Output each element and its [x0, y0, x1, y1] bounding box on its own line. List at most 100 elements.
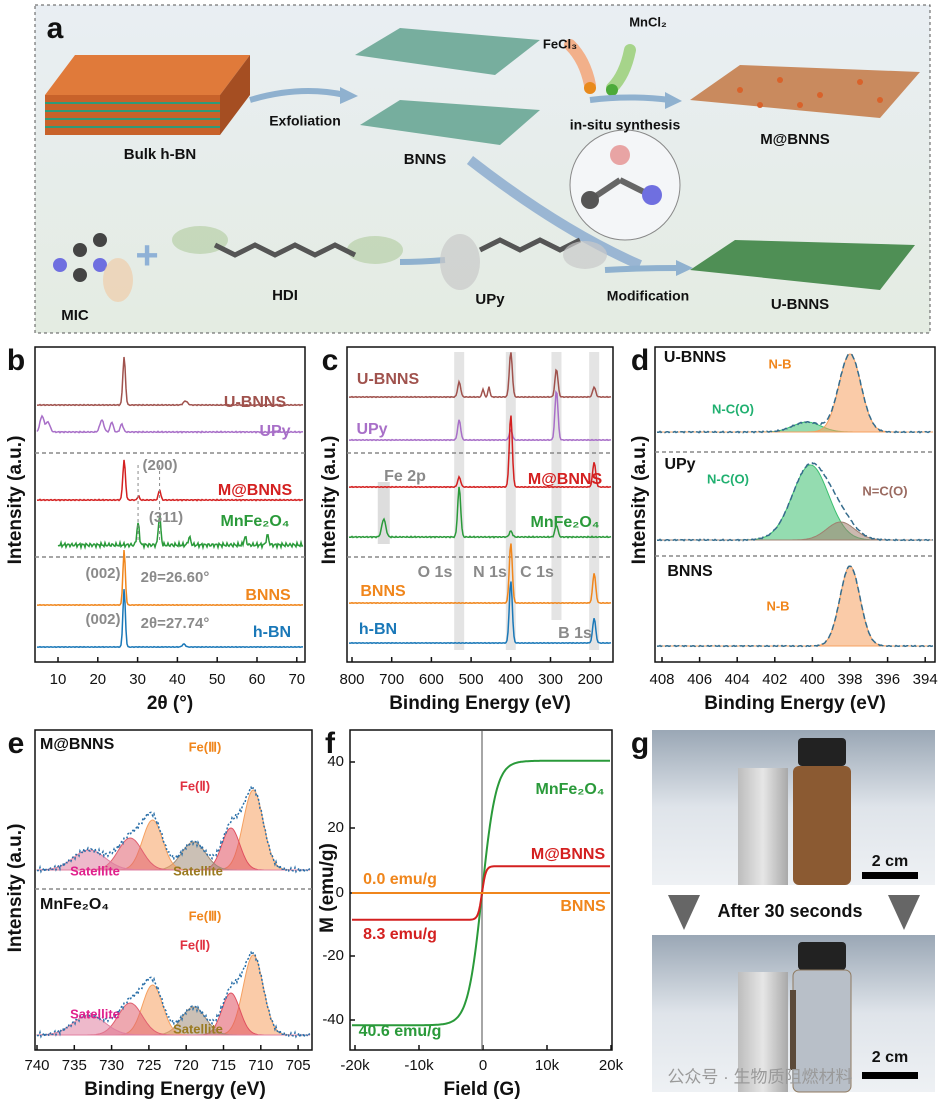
peak-band — [454, 352, 465, 650]
down-arrow — [888, 895, 920, 930]
x-tick-label: 404 — [725, 671, 750, 688]
x-tick-label: 500 — [459, 671, 484, 688]
x-axis-label: Binding Energy (eV) — [704, 693, 886, 714]
watermark: 公众号 · 生物质阻燃材料 — [667, 1067, 852, 1086]
trace-label: BNNS — [360, 583, 406, 600]
caption-band — [652, 885, 935, 935]
sample-label: MIC — [61, 307, 89, 324]
x-axis-label: Binding Energy (eV) — [389, 693, 571, 714]
scale-bar — [862, 872, 918, 879]
y-axis-label: Intensity (a.u.) — [319, 436, 340, 565]
envelope — [656, 462, 934, 542]
annotation: 8.3 emu/g — [363, 926, 437, 943]
mic-molecule — [53, 233, 107, 282]
plot-frame — [349, 729, 613, 1051]
annotation: N-B — [766, 598, 789, 613]
spectrum — [349, 415, 612, 489]
panel-label: g — [631, 727, 649, 760]
vial-brown — [793, 766, 851, 885]
x-tick-label: 50 — [209, 671, 226, 688]
sample-label: MnFe₂O₄ — [40, 896, 109, 913]
scale-bar — [862, 1072, 918, 1079]
x-tick-label: 300 — [538, 671, 563, 688]
plot-frame — [34, 729, 313, 1051]
x-tick-label: 720 — [174, 1057, 199, 1074]
x-tick-label: 705 — [286, 1057, 311, 1074]
annotation: Satellite — [173, 1021, 223, 1036]
caption: After 30 seconds — [717, 901, 862, 921]
annotation: 40.6 emu/g — [359, 1023, 442, 1040]
annotation: N 1s — [473, 564, 507, 581]
x-tick-label: 800 — [339, 671, 364, 688]
plus: + — [135, 234, 158, 278]
y-tick-label: -40 — [322, 1011, 344, 1028]
trace-label: h-BN — [253, 624, 291, 641]
plot-frame — [34, 346, 306, 663]
spectrum — [36, 414, 304, 434]
x-tick-label: 406 — [687, 671, 712, 688]
arrow-head — [676, 260, 693, 276]
step-label: Exfoliation — [269, 113, 341, 129]
x-tick-label: 740 — [24, 1057, 49, 1074]
annotation: 0.0 emu/g — [363, 871, 437, 888]
hysteresis-curve — [352, 865, 610, 921]
molecule — [581, 145, 662, 209]
x-tick-label: 40 — [169, 671, 186, 688]
annotation: (002) — [85, 611, 120, 628]
spectrum — [57, 514, 304, 551]
annotation: B 1s — [558, 625, 592, 642]
envelope — [656, 353, 934, 434]
spectrum — [37, 589, 303, 649]
sample-label: BNNS — [667, 563, 713, 580]
x-tick-label: 20k — [599, 1057, 624, 1074]
reagent-label: FeCl₃ — [543, 36, 577, 51]
spectrum — [349, 543, 612, 605]
annotation: N-C(O) — [707, 471, 749, 486]
mbnns-particles — [737, 77, 883, 108]
spectrum — [37, 550, 303, 607]
trace-label: UPy — [259, 423, 290, 440]
trace-label: BNNS — [245, 587, 291, 604]
x-tick-label: 10k — [535, 1057, 560, 1074]
x-tick-label: 600 — [419, 671, 444, 688]
bnns-sheets — [355, 28, 540, 145]
attracted-particles — [790, 990, 796, 1070]
trace-label: M@BNNS — [531, 846, 606, 863]
hdi-chain — [172, 226, 403, 264]
y-tick-label: -20 — [322, 947, 344, 964]
raw-data — [36, 950, 311, 1040]
fecl3-tube — [564, 39, 596, 91]
x-tick-label: 400 — [498, 671, 523, 688]
x-tick-label: 70 — [288, 671, 305, 688]
y-tick-label: 40 — [327, 753, 344, 770]
arrow-head — [665, 92, 682, 109]
x-tick-label: 30 — [129, 671, 146, 688]
annotation: Fe(Ⅱ) — [180, 778, 210, 793]
magnet — [738, 768, 788, 885]
plot-frame — [346, 346, 614, 663]
sample-label: UPy — [664, 456, 695, 473]
panel-label: e — [8, 727, 25, 760]
spectrum — [349, 352, 612, 399]
arrow — [399, 257, 446, 265]
x-tick-label: 400 — [800, 671, 825, 688]
ubnns-sheet — [690, 240, 915, 290]
upy-chain — [440, 234, 607, 290]
x-tick-label: -10k — [404, 1057, 434, 1074]
x-tick-label: 60 — [249, 671, 266, 688]
arrow — [589, 94, 671, 103]
peak-band — [589, 352, 600, 650]
panel-label: b — [7, 344, 25, 377]
x-axis-label: Binding Energy (eV) — [84, 1079, 266, 1100]
annotation: O 1s — [418, 564, 453, 581]
sample-label: M@BNNS — [40, 736, 115, 753]
trace-label: MnFe₂O₄ — [531, 514, 600, 531]
x-tick-label: 0 — [479, 1057, 487, 1074]
annotation: Fe 2p — [384, 468, 426, 485]
down-arrow — [668, 895, 700, 930]
x-tick-label: 710 — [248, 1057, 273, 1074]
annotation: Fe(Ⅱ) — [180, 937, 210, 952]
arrow-head — [340, 87, 358, 104]
plot-frame — [654, 346, 936, 663]
mn-ball — [606, 84, 618, 96]
